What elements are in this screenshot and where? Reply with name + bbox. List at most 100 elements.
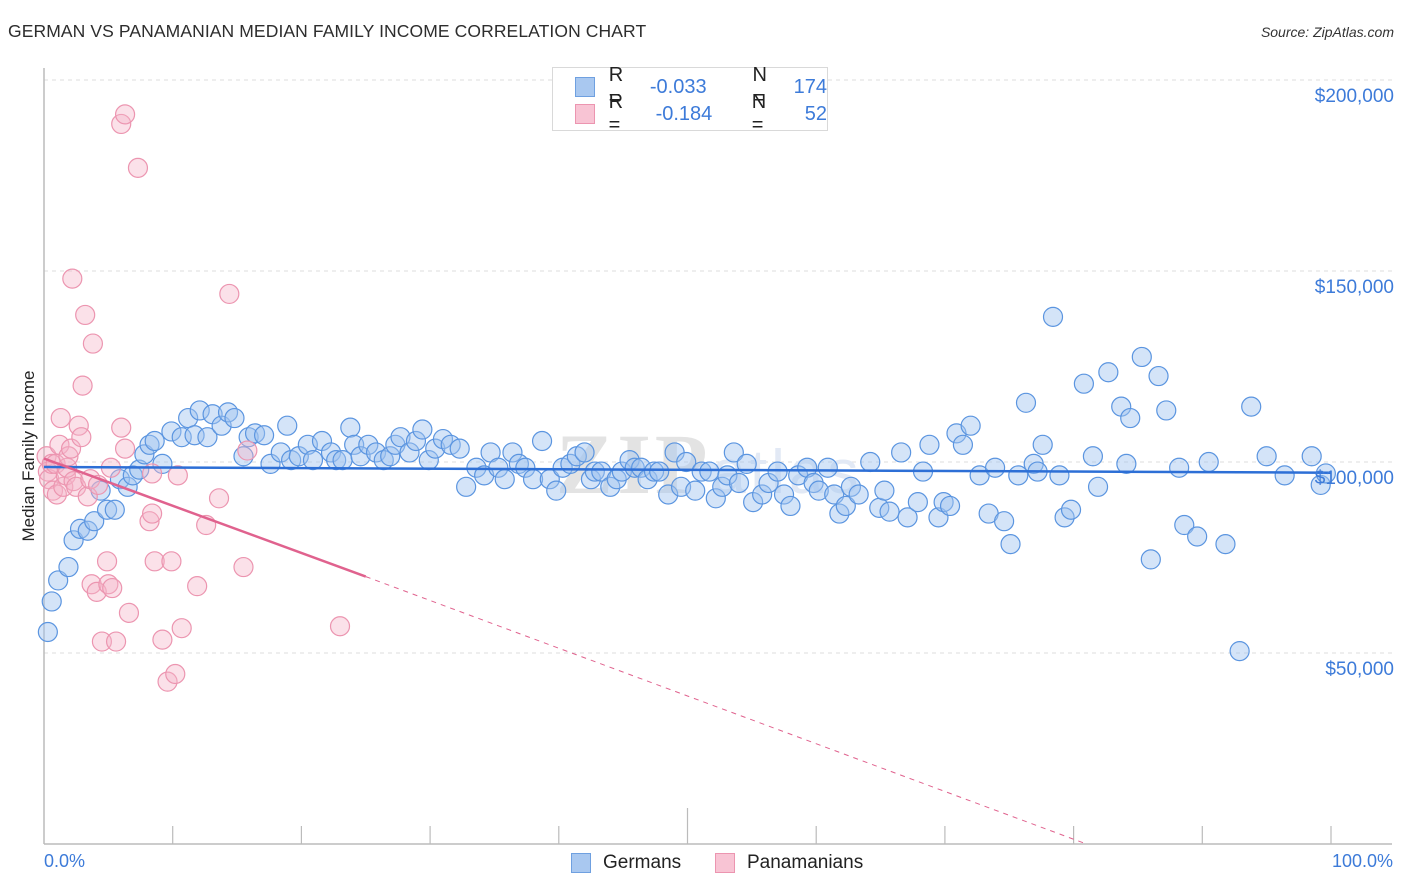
data-point-panamanian — [219, 283, 240, 305]
data-point-german — [994, 511, 1015, 532]
data-point-german — [1256, 446, 1277, 467]
data-point-german — [658, 484, 679, 505]
y-tick-100k: $100,000 — [1314, 468, 1394, 489]
data-point-german — [358, 434, 379, 455]
data-point-german — [952, 434, 974, 455]
data-point-german — [1049, 465, 1070, 486]
data-point-german — [405, 430, 427, 452]
data-point-german — [134, 444, 155, 465]
data-point-german — [1156, 400, 1177, 421]
y-tick-200k: $200,000 — [1314, 86, 1394, 107]
data-point-german — [1000, 534, 1021, 555]
r-value: -0.033 — [649, 75, 707, 98]
n-value: 174 — [793, 75, 828, 98]
r-value: -0.184 — [655, 102, 713, 125]
r-label: R = — [608, 91, 624, 136]
data-point-panamanian — [102, 577, 123, 599]
data-point-panamanian — [91, 631, 113, 652]
data-point-german — [1120, 407, 1141, 429]
data-point-german — [217, 402, 239, 423]
data-point-panamanian — [152, 629, 173, 650]
legend-row-panamanians: R = -0.184 N = 52 — [575, 91, 827, 136]
data-point-german — [752, 484, 773, 505]
data-point-german — [104, 499, 125, 520]
data-point-german — [494, 469, 515, 490]
data-point-german — [1148, 365, 1169, 387]
data-point-german — [685, 480, 706, 501]
data-point-panamanian — [161, 551, 182, 572]
data-point-german — [624, 457, 645, 478]
data-point-german — [879, 501, 900, 522]
data-point-german — [546, 480, 567, 501]
data-point-german — [1060, 499, 1082, 520]
data-point-german — [649, 461, 670, 482]
data-point-german — [171, 427, 192, 448]
data-point-german — [161, 421, 182, 442]
data-point-german — [643, 461, 665, 482]
data-point-german — [412, 419, 433, 440]
legend-item-germans[interactable]: Germans — [571, 852, 681, 874]
data-point-german — [1241, 396, 1262, 417]
data-point-german — [1098, 362, 1119, 383]
data-point-german — [611, 461, 632, 482]
data-point-german — [984, 457, 1006, 478]
data-point-german — [184, 425, 205, 446]
data-point-panamanian — [60, 438, 82, 459]
data-point-german — [574, 442, 595, 463]
data-point-panamanian — [71, 427, 92, 448]
data-point-german — [37, 621, 58, 643]
panamanian-trend-extrapolation — [365, 576, 1087, 845]
data-point-german — [144, 430, 165, 452]
data-point-panamanian — [98, 574, 119, 595]
panamanian-trend-line — [43, 457, 367, 578]
data-point-panamanian — [157, 671, 178, 692]
data-point-german — [584, 461, 605, 482]
data-point-german — [1116, 453, 1137, 475]
data-point-german — [705, 488, 726, 509]
data-point-german — [1198, 451, 1219, 473]
data-point-german — [197, 427, 218, 448]
data-point-german — [1082, 446, 1104, 467]
data-point-german — [939, 495, 961, 517]
data-point-panamanian — [171, 618, 192, 639]
data-point-german — [897, 507, 918, 528]
data-point-german — [233, 446, 254, 467]
data-point-german — [41, 591, 62, 612]
data-point-german — [302, 449, 324, 471]
data-point-german — [1229, 640, 1250, 662]
data-point-panamanian — [329, 616, 351, 637]
data-point-german — [1131, 346, 1152, 368]
data-point-german — [1140, 549, 1161, 570]
legend-item-panamanians[interactable]: Panamanians — [715, 852, 863, 874]
data-point-german — [344, 434, 365, 455]
data-point-panamanian — [50, 407, 71, 429]
data-point-german — [1015, 392, 1037, 413]
data-point-panamanian — [111, 417, 132, 438]
trend-lines — [43, 457, 1332, 845]
chart-title: GERMAN VS PANAMANIAN MEDIAN FAMILY INCOM… — [8, 21, 647, 41]
data-point-german — [224, 407, 245, 429]
data-point-german — [1042, 306, 1064, 327]
data-point-panamanian — [237, 440, 258, 461]
data-point-panamanian — [82, 333, 104, 354]
data-point-german — [1169, 457, 1190, 478]
data-point-panamanian — [58, 446, 79, 467]
data-point-german — [773, 484, 795, 505]
data-point-german — [390, 427, 411, 448]
data-point-german — [919, 434, 940, 455]
germans-swatch — [575, 77, 595, 97]
data-point-panamanian — [96, 551, 118, 572]
panamanians-label: Panamanians — [747, 852, 864, 873]
data-point-german — [277, 415, 298, 436]
data-point-german — [891, 442, 912, 463]
data-point-german — [96, 499, 118, 520]
data-point-german — [1274, 465, 1295, 486]
german-trend-line — [43, 465, 1332, 474]
data-point-panamanian — [139, 511, 160, 532]
data-point-german — [189, 400, 210, 421]
y-tick-50k: $50,000 — [1325, 659, 1394, 680]
correlation-legend: R = -0.033 N = 174 R = -0.184 N = 52 — [552, 64, 828, 136]
data-point-german — [874, 480, 895, 501]
data-point-panamanian — [42, 480, 64, 501]
data-point-panamanian — [118, 602, 140, 623]
